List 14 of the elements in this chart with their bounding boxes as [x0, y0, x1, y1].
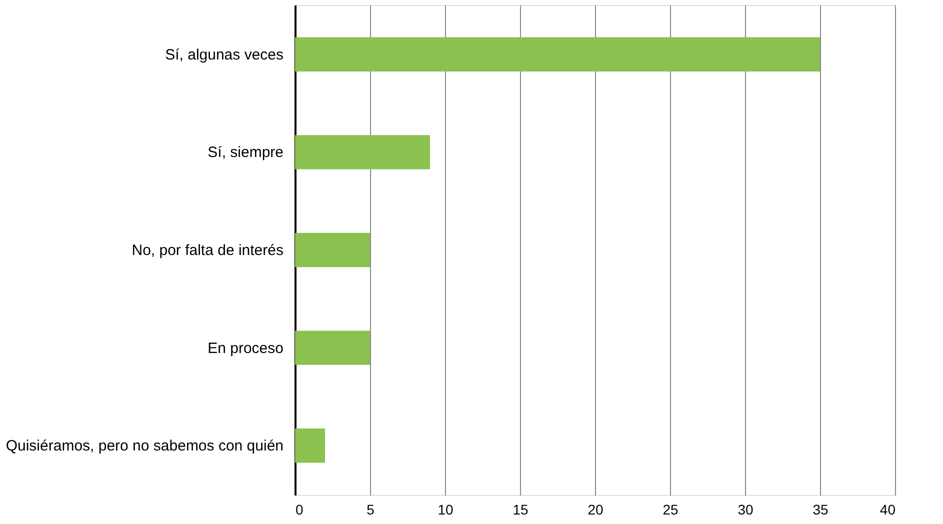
- x-tick-label: 20: [588, 502, 604, 518]
- y-tick-label: Sí, siempre: [208, 144, 284, 162]
- x-tick-label: 40: [880, 502, 896, 518]
- x-tick-label: 35: [812, 502, 828, 518]
- x-tick-label: 30: [738, 502, 754, 518]
- y-tick-label: Sí, algunas veces: [165, 46, 284, 64]
- y-tick-label: Quisiéramos, pero no sabemos con quién: [6, 438, 284, 455]
- y-tick-label: No, por falta de interés: [132, 242, 284, 259]
- y-tick-label: En proceso: [208, 340, 284, 357]
- x-tick-label: 25: [662, 502, 678, 518]
- x-tick-label: 10: [438, 502, 454, 518]
- x-tick-label: 5: [366, 502, 375, 518]
- x-tick-label: 0: [296, 502, 304, 518]
- x-tick-label: 15: [512, 502, 528, 518]
